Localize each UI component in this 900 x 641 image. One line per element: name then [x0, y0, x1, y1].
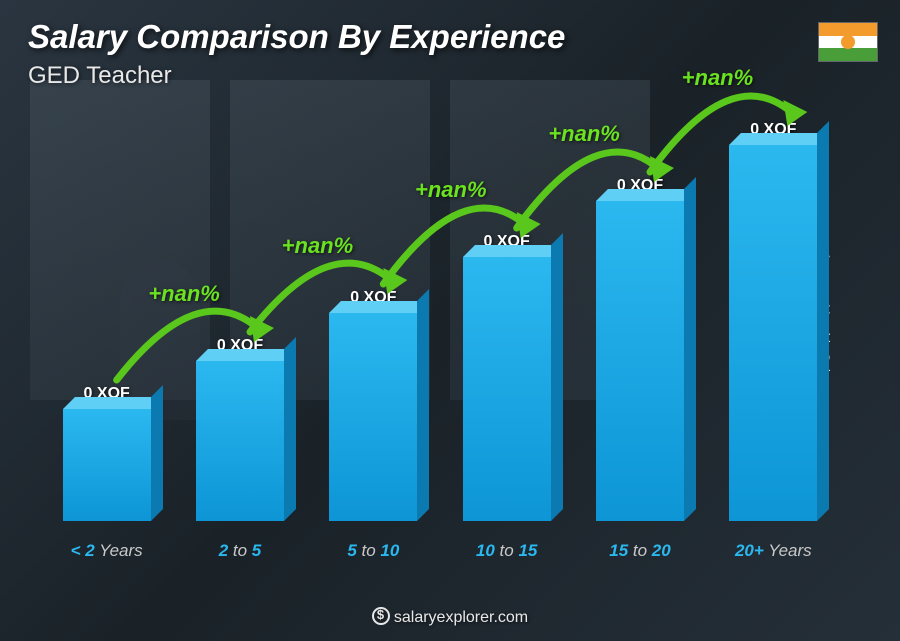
x-axis-label: 10 to 15 — [440, 541, 573, 561]
bar — [729, 145, 817, 521]
flag-stripe-bot — [819, 48, 877, 61]
country-flag-icon — [818, 22, 878, 62]
x-axis-label: 2 to 5 — [173, 541, 306, 561]
pct-change-label: +nan% — [282, 233, 354, 259]
bar-slot: 0 XOF — [173, 337, 306, 521]
flag-circle — [841, 35, 855, 49]
bar-slot: 0 XOF — [40, 385, 173, 521]
chart-title: Salary Comparison By Experience — [28, 18, 565, 56]
x-axis-label: 15 to 20 — [573, 541, 706, 561]
x-axis-label: 5 to 10 — [307, 541, 440, 561]
bar-slot: 0 XOF — [307, 289, 440, 521]
x-axis-label: 20+ Years — [707, 541, 840, 561]
bar-slot: 0 XOF — [440, 233, 573, 521]
pct-change-label: +nan% — [415, 177, 487, 203]
x-axis-label: < 2 Years — [40, 541, 173, 561]
bar-slot: 0 XOF — [573, 177, 706, 521]
bar — [196, 361, 284, 521]
pct-change-label: +nan% — [682, 65, 754, 91]
bar — [329, 313, 417, 521]
footer: salaryexplorer.com — [0, 607, 900, 627]
x-axis-labels: < 2 Years2 to 55 to 1010 to 1515 to 2020… — [40, 541, 840, 561]
bar — [463, 257, 551, 521]
bar — [63, 409, 151, 521]
pct-change-label: +nan% — [548, 121, 620, 147]
bar-chart: 0 XOF0 XOF0 XOF0 XOF0 XOF0 XOF < 2 Years… — [40, 120, 840, 561]
pct-change-label: +nan% — [148, 281, 220, 307]
chart-subtitle: GED Teacher — [28, 62, 172, 90]
footer-logo-icon — [372, 607, 390, 625]
bar-slot: 0 XOF — [707, 121, 840, 521]
footer-text: salaryexplorer.com — [394, 609, 528, 626]
bar — [596, 201, 684, 521]
flag-stripe-top — [819, 23, 877, 36]
